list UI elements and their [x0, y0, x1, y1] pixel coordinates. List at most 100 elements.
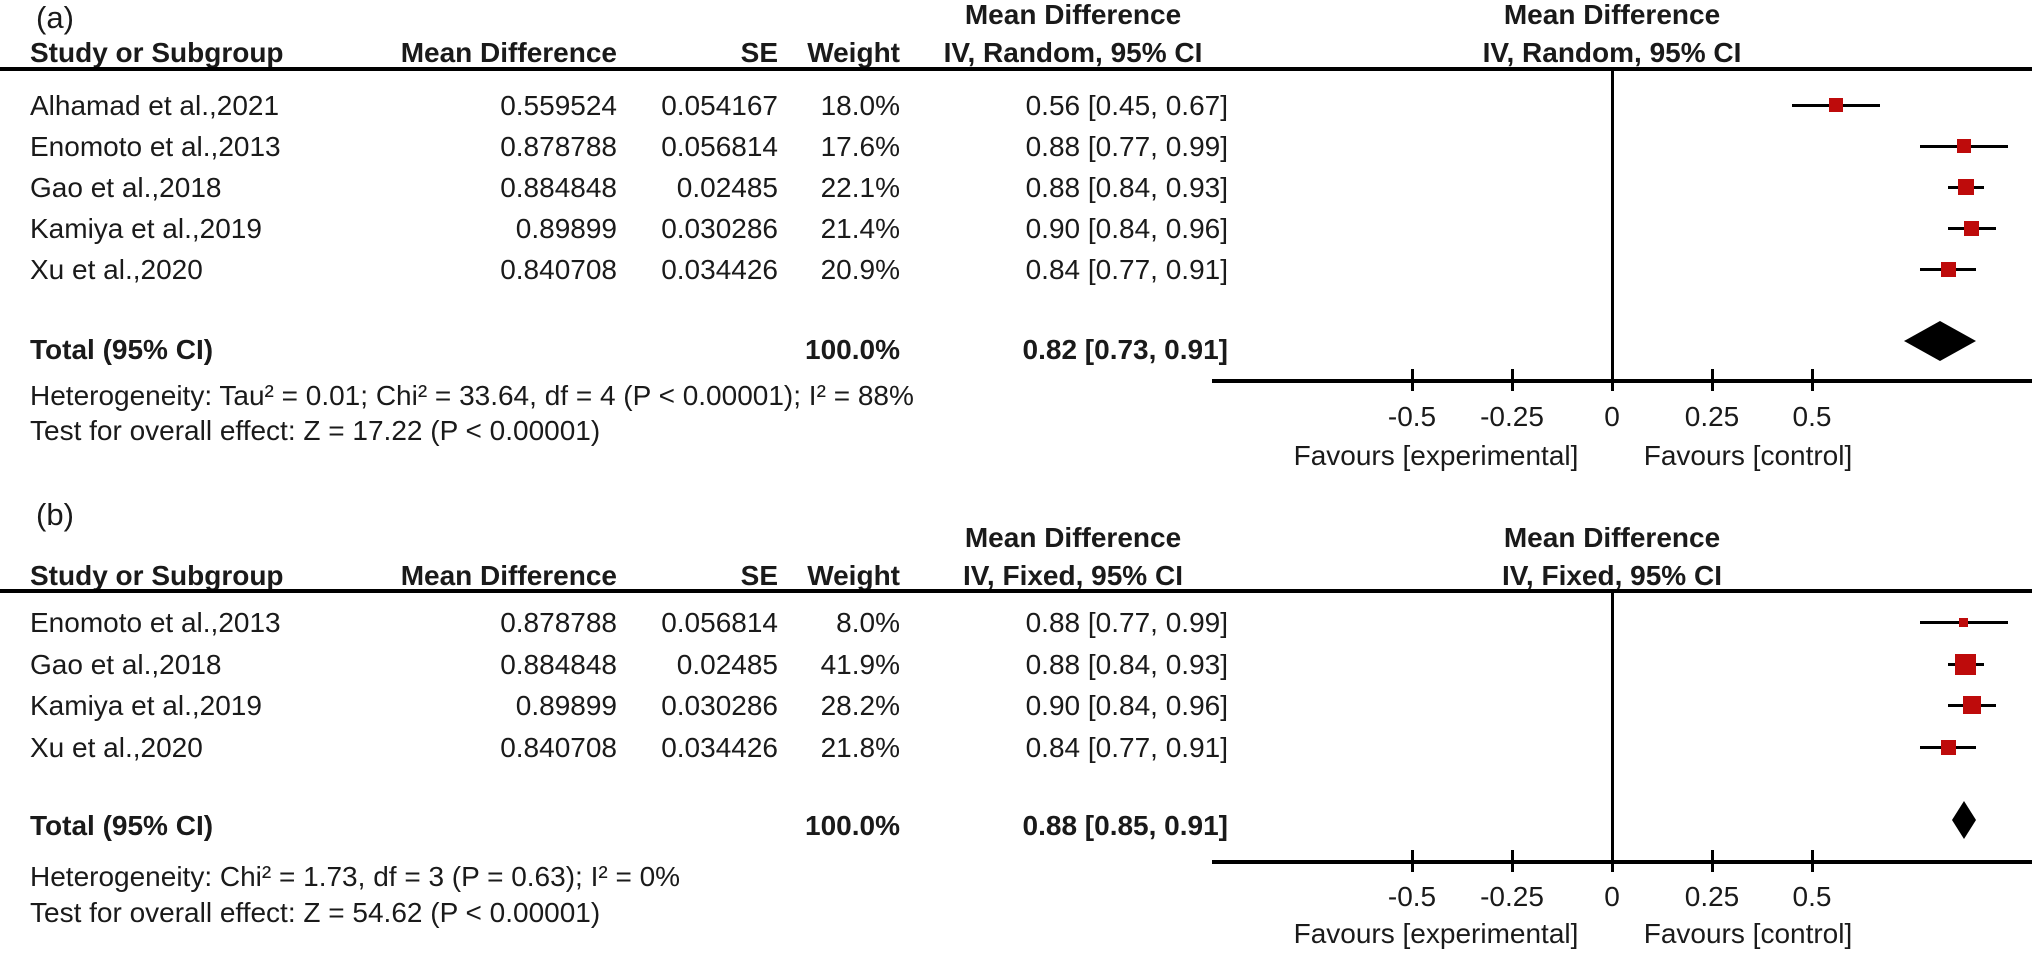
- col-header-weight: Weight: [807, 37, 900, 68]
- zero-line: [1611, 592, 1614, 862]
- study-ci: 0.88 [0.84, 0.93]: [1025, 649, 1228, 680]
- axis-tick-label: 0: [1604, 401, 1620, 432]
- effect-title-table: Mean Difference: [964, 0, 1182, 30]
- zero-line: [1611, 70, 1614, 380]
- axis-tick-label: 0.25: [1684, 401, 1740, 432]
- axis-tick-label: 0.25: [1684, 881, 1740, 912]
- study-weight: 21.8%: [820, 732, 900, 763]
- study-weight: 22.1%: [820, 172, 900, 203]
- study-md: 0.559524: [500, 90, 617, 121]
- axis-tick: [1711, 850, 1714, 872]
- study-se: 0.054167: [661, 90, 778, 121]
- study-md: 0.878788: [500, 607, 617, 638]
- favours-left-label: Favours [experimental]: [1293, 440, 1579, 471]
- panel-label: (b): [36, 497, 74, 532]
- effect-marker: [1829, 98, 1843, 112]
- effect-marker: [1941, 262, 1956, 277]
- effect-title-plot: Mean Difference: [1503, 0, 1721, 30]
- study-name: Enomoto et al.,2013: [30, 607, 281, 638]
- effect-marker: [1958, 179, 1974, 195]
- study-se: 0.034426: [661, 254, 778, 285]
- axis-tick-label: -0.25: [1480, 881, 1544, 912]
- col-header-se: SE: [740, 37, 778, 68]
- study-weight: 28.2%: [820, 690, 900, 721]
- study-weight: 17.6%: [820, 131, 900, 162]
- study-md: 0.89899: [515, 213, 617, 244]
- total-label: Total (95% CI): [30, 334, 214, 365]
- effect-title-plot: Mean Difference: [1503, 522, 1721, 553]
- header-underline: [0, 67, 2032, 71]
- axis-tick-label: -0.25: [1480, 401, 1544, 432]
- study-name: Gao et al.,2018: [30, 649, 222, 680]
- favours-right-label: Favours [control]: [1643, 440, 1853, 471]
- x-axis: [1212, 379, 2032, 383]
- col-header-md: Mean Difference: [400, 560, 617, 591]
- axis-tick: [1411, 369, 1414, 391]
- heterogeneity-text: Heterogeneity: Tau² = 0.01; Chi² = 33.64…: [30, 380, 914, 411]
- panel-label: (a): [36, 0, 74, 35]
- study-se: 0.030286: [661, 690, 778, 721]
- overall-effect-text: Test for overall effect: Z = 54.62 (P < …: [30, 897, 601, 928]
- study-md: 0.884848: [500, 649, 617, 680]
- favours-right-label: Favours [control]: [1643, 918, 1853, 949]
- study-name: Alhamad et al.,2021: [30, 90, 280, 121]
- effect-marker: [1941, 740, 1956, 755]
- plot-header-ci: IV, Fixed, 95% CI: [1502, 560, 1722, 591]
- study-ci: 0.56 [0.45, 0.67]: [1025, 90, 1228, 121]
- col-header-se: SE: [740, 560, 778, 591]
- study-se: 0.02485: [676, 172, 778, 203]
- axis-tick-label: 0: [1604, 881, 1620, 912]
- axis-tick: [1811, 369, 1814, 391]
- total-label: Total (95% CI): [30, 810, 214, 841]
- total-weight: 100.0%: [805, 810, 900, 841]
- study-ci: 0.90 [0.84, 0.96]: [1025, 213, 1228, 244]
- axis-tick-label: -0.5: [1387, 401, 1437, 432]
- total-ci: 0.88 [0.85, 0.91]: [1022, 810, 1228, 841]
- study-name: Enomoto et al.,2013: [30, 131, 281, 162]
- effect-marker: [1959, 618, 1968, 627]
- study-ci: 0.88 [0.77, 0.99]: [1025, 607, 1228, 638]
- axis-tick: [1511, 369, 1514, 391]
- study-md: 0.878788: [500, 131, 617, 162]
- col-header-md: Mean Difference: [400, 37, 617, 68]
- overall-effect-text: Test for overall effect: Z = 17.22 (P < …: [30, 415, 601, 446]
- axis-tick: [1611, 850, 1614, 872]
- col-header-weight: Weight: [807, 560, 900, 591]
- axis-tick: [1611, 369, 1614, 391]
- effect-title-table: Mean Difference: [964, 522, 1182, 553]
- study-se: 0.02485: [676, 649, 778, 680]
- study-weight: 8.0%: [836, 607, 900, 638]
- study-ci: 0.90 [0.84, 0.96]: [1025, 690, 1228, 721]
- study-se: 0.034426: [661, 732, 778, 763]
- x-axis: [1212, 860, 2032, 864]
- study-ci: 0.88 [0.84, 0.93]: [1025, 172, 1228, 203]
- total-weight: 100.0%: [805, 334, 900, 365]
- study-name: Kamiya et al.,2019: [30, 213, 262, 244]
- effect-marker: [1955, 654, 1976, 675]
- study-se: 0.030286: [661, 213, 778, 244]
- effect-marker: [1963, 696, 1981, 714]
- study-weight: 18.0%: [820, 90, 900, 121]
- study-name: Xu et al.,2020: [30, 254, 203, 285]
- col-header-ci: IV, Random, 95% CI: [943, 37, 1203, 68]
- effect-marker: [1964, 221, 1979, 236]
- header-underline: [0, 589, 2032, 593]
- heterogeneity-text: Heterogeneity: Chi² = 1.73, df = 3 (P = …: [30, 861, 681, 892]
- axis-tick-label: 0.5: [1792, 401, 1832, 432]
- axis-tick-label: -0.5: [1387, 881, 1437, 912]
- study-se: 0.056814: [661, 131, 778, 162]
- axis-tick: [1411, 850, 1414, 872]
- axis-tick: [1511, 850, 1514, 872]
- study-ci: 0.84 [0.77, 0.91]: [1025, 732, 1228, 763]
- axis-tick-label: 0.5: [1792, 881, 1832, 912]
- effect-marker: [1957, 139, 1971, 153]
- plot-header-ci: IV, Random, 95% CI: [1482, 37, 1742, 68]
- col-header-study: Study or Subgroup: [30, 37, 284, 68]
- study-md: 0.840708: [500, 732, 617, 763]
- study-ci: 0.84 [0.77, 0.91]: [1025, 254, 1228, 285]
- study-md: 0.840708: [500, 254, 617, 285]
- study-weight: 21.4%: [820, 213, 900, 244]
